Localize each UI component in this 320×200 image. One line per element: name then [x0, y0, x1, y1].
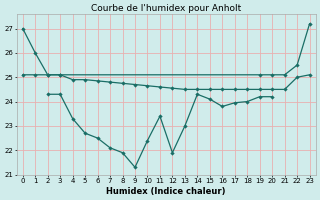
Title: Courbe de l'humidex pour Anholt: Courbe de l'humidex pour Anholt: [91, 4, 241, 13]
X-axis label: Humidex (Indice chaleur): Humidex (Indice chaleur): [107, 187, 226, 196]
